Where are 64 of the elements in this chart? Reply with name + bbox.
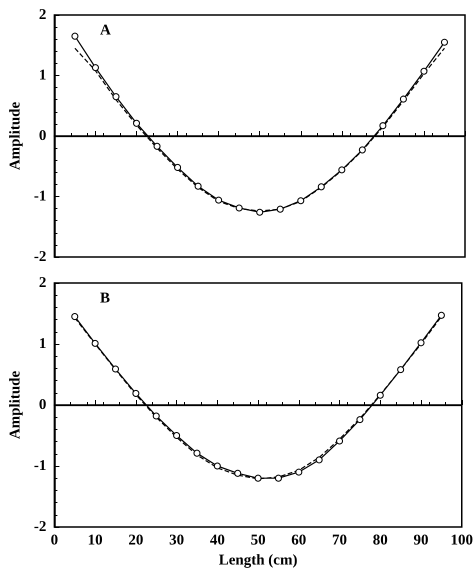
y-tick-label: 1 — [38, 336, 46, 352]
point — [214, 462, 221, 470]
point — [376, 392, 384, 399]
annotation: B — [100, 290, 110, 306]
point — [193, 450, 200, 457]
point — [440, 38, 448, 46]
x-tick-label: 60 — [291, 532, 306, 548]
x-tick-label: 50 — [250, 532, 266, 548]
point — [234, 470, 242, 477]
point — [338, 166, 346, 174]
y-tick-label: 1 — [38, 68, 46, 84]
x-tick-label: 10 — [88, 532, 103, 548]
x-tick-label: 100 — [450, 532, 473, 548]
x-tick-label: 20 — [128, 532, 144, 548]
point — [438, 312, 445, 319]
point — [236, 204, 243, 212]
y-tick-label: -1 — [34, 458, 46, 474]
point — [152, 412, 160, 420]
y-tick-label: 2 — [38, 275, 46, 291]
point — [356, 416, 364, 424]
y-axis-title: Amplitude — [8, 370, 24, 440]
point — [112, 93, 120, 100]
point — [174, 164, 182, 171]
point — [318, 183, 325, 190]
point — [194, 182, 202, 190]
point — [276, 206, 284, 213]
point — [295, 468, 302, 476]
point — [420, 68, 428, 75]
y-axis-title: Amplitude — [8, 101, 24, 170]
point — [92, 340, 99, 347]
point — [379, 122, 386, 130]
point — [215, 196, 222, 204]
point — [71, 32, 78, 40]
x-tick-label: 70 — [332, 532, 348, 548]
x-tick-label: 30 — [169, 532, 184, 548]
y-tick-label: 2 — [38, 7, 46, 23]
annotation: A — [100, 22, 111, 38]
point — [418, 339, 425, 346]
point — [92, 64, 99, 72]
y-tick-label: 0 — [38, 128, 46, 144]
point — [397, 366, 404, 374]
point — [297, 197, 304, 204]
point — [274, 474, 282, 482]
x-tick-label: 40 — [210, 532, 225, 548]
x-tick-label: 90 — [414, 532, 429, 548]
point — [112, 366, 119, 373]
x-tick-label: 80 — [372, 532, 388, 548]
point — [256, 208, 264, 216]
point — [132, 390, 140, 397]
x-tick-label: 0 — [50, 532, 58, 548]
point — [358, 146, 366, 154]
point — [173, 432, 180, 439]
point — [154, 142, 161, 150]
point — [336, 437, 344, 444]
y-tick-label: -2 — [34, 249, 46, 265]
x-axis-title: Length (cm) — [218, 552, 298, 568]
point — [254, 474, 262, 482]
point — [316, 456, 323, 464]
point — [133, 120, 140, 127]
y-tick-label: -1 — [34, 188, 46, 204]
point — [71, 313, 78, 320]
y-tick-label: 0 — [38, 397, 46, 413]
y-tick-label: -2 — [34, 519, 46, 535]
point — [400, 96, 407, 103]
